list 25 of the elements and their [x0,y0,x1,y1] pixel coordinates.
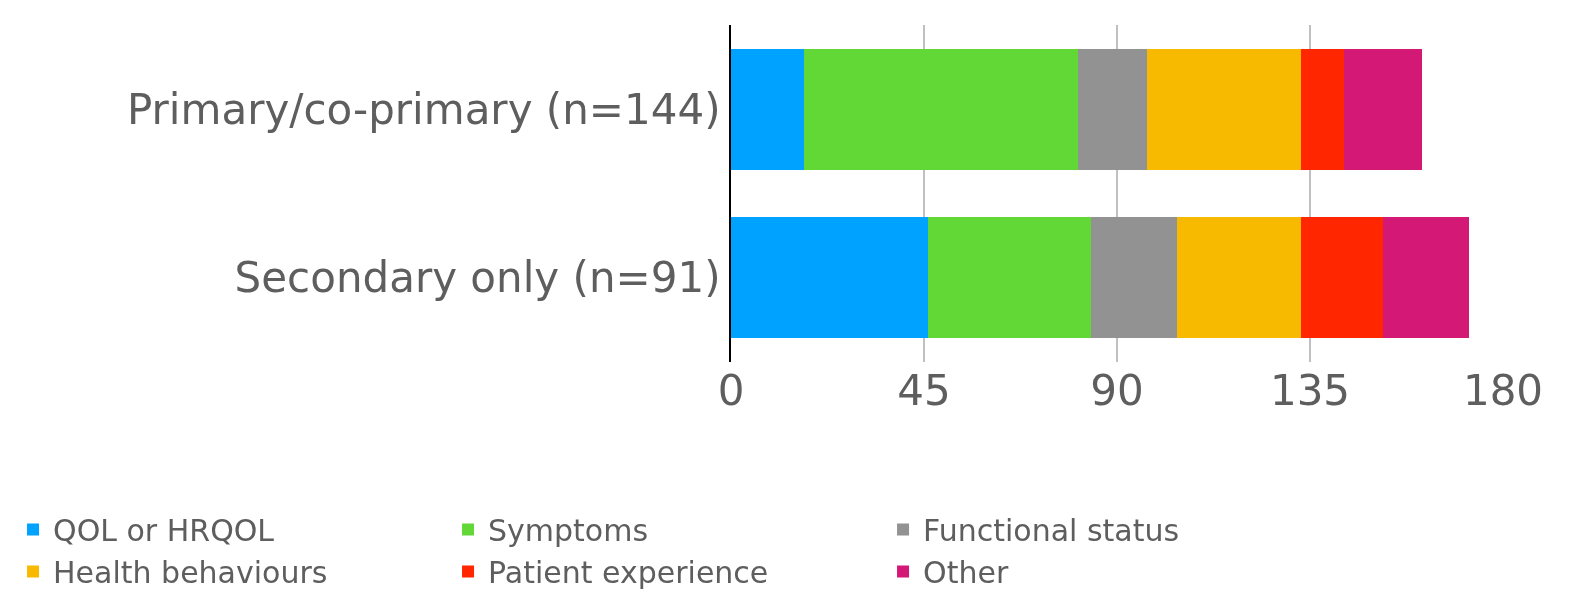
x-tick-label: 45 [897,366,951,415]
y-tick-label: Primary/co-primary (n=144) [126,84,721,134]
bar [1344,48,1422,170]
legend-label: Other [923,555,1009,591]
y-tick-label: Secondary only (n=91) [234,253,721,303]
x-tick-label: 135 [1269,366,1351,415]
bar [803,48,1079,170]
legend-label: Functional status [923,513,1180,549]
x-tick-label: 0 [717,366,745,415]
bar [1382,217,1469,339]
bar [1091,217,1178,339]
bar [1301,217,1383,339]
legend-label: Health behaviours [53,555,328,591]
legend-label: Patient experience [488,555,769,591]
bar [1177,217,1302,339]
x-tick-label: 180 [1462,366,1544,415]
x-tick-label: 90 [1090,366,1144,415]
bar [928,217,1092,339]
bar [731,48,804,170]
legend-label: Symptoms [488,513,649,549]
bar [1078,48,1148,170]
bar [1301,48,1345,170]
bar [1147,48,1302,170]
legend-label: QOL or HRQOL [53,513,275,549]
bar [731,217,929,339]
